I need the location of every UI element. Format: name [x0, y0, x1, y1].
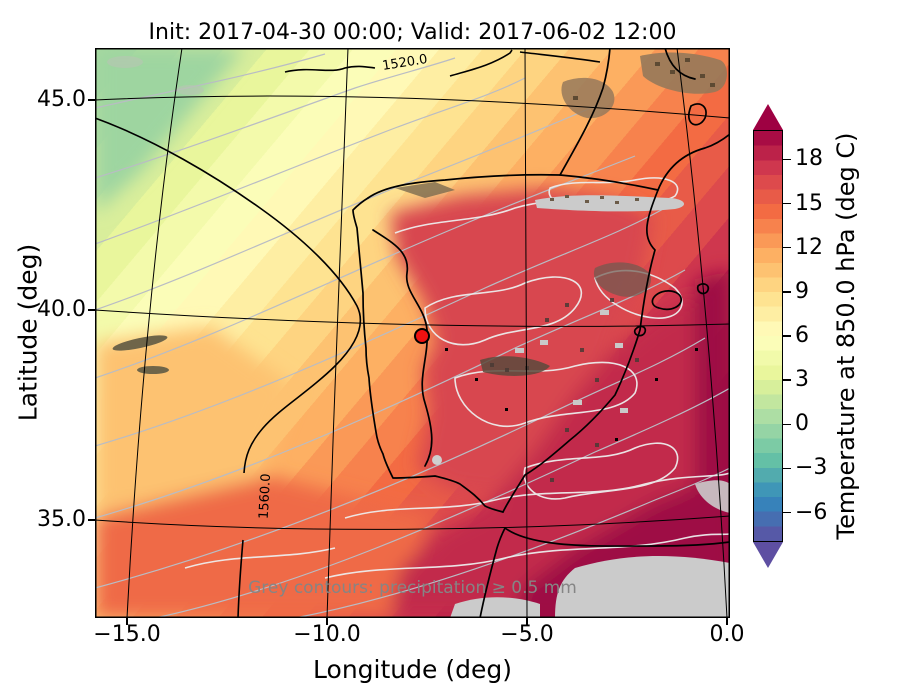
- y-tickmark: [88, 99, 95, 101]
- colorbar-tickmark: [783, 467, 791, 470]
- colorbar-tick-label: 6: [795, 323, 809, 348]
- colorbar-tickmark: [783, 158, 791, 161]
- colorbar-tick-label: −3: [795, 455, 828, 481]
- terrain-speckles: [445, 58, 715, 482]
- colorbar-tickmark: [783, 202, 791, 205]
- location-marker: [414, 328, 430, 344]
- geopotential-contours: [95, 49, 601, 618]
- coastlines: [352, 48, 730, 618]
- colorbar-gradient: [753, 130, 783, 542]
- y-axis-label: Latitude (deg): [13, 243, 43, 422]
- colorbar-tickmark: [783, 511, 791, 514]
- geopotential-label-1520: 1520.0: [381, 52, 428, 74]
- x-tickmark: [526, 618, 528, 625]
- x-axis-label: Longitude (deg): [313, 655, 512, 684]
- x-tick-label: 0.0: [709, 622, 745, 647]
- x-tick-label: −10.0: [293, 622, 361, 647]
- colorbar: [753, 104, 783, 569]
- colorbar-tickmark: [783, 335, 791, 337]
- colorbar-tick-label: 0: [795, 411, 809, 437]
- y-tick-label: 45.0: [37, 87, 86, 112]
- geopotential-label-1560: 1560.0: [257, 473, 274, 519]
- map-plot-area: 1520.0 1560.0: [95, 48, 730, 618]
- y-tickmark: [88, 309, 95, 311]
- x-tickmark: [126, 618, 128, 625]
- colorbar-tick-label: 15: [795, 190, 823, 216]
- colorbar-tick-label: −6: [795, 499, 828, 525]
- colorbar-over-arrow: [753, 104, 783, 130]
- y-tickmark: [88, 519, 95, 521]
- temperature-field-overlays: [95, 48, 730, 618]
- x-tick-label: −5.0: [500, 622, 554, 647]
- colorbar-under-arrow: [753, 542, 783, 568]
- colorbar-tick-label: 12: [795, 234, 823, 260]
- y-tick-label: 35.0: [37, 507, 86, 532]
- y-tick-label: 40.0: [37, 297, 86, 322]
- colorbar-tickmark: [783, 423, 791, 426]
- plot-title: Init: 2017-04-30 00:00; Valid: 2017-06-0…: [148, 20, 677, 45]
- precipitation-note: Grey contours: precipitation ≥ 0.5 mm: [248, 578, 577, 598]
- x-tickmark: [326, 618, 328, 625]
- colorbar-tick-label: 18: [795, 146, 823, 172]
- colorbar-tickmark: [783, 379, 791, 381]
- colorbar-tickmark: [783, 291, 791, 293]
- x-tick-label: −15.0: [93, 622, 161, 647]
- x-tickmark: [726, 618, 728, 625]
- colorbar-tickmark: [783, 246, 791, 249]
- colorbar-axis-label: Temperature at 850.0 hPa (deg C): [832, 132, 860, 540]
- colorbar-tick-label: 9: [795, 278, 809, 304]
- colorbar-tick-label: 3: [795, 367, 809, 393]
- axes-frame: [95, 48, 730, 618]
